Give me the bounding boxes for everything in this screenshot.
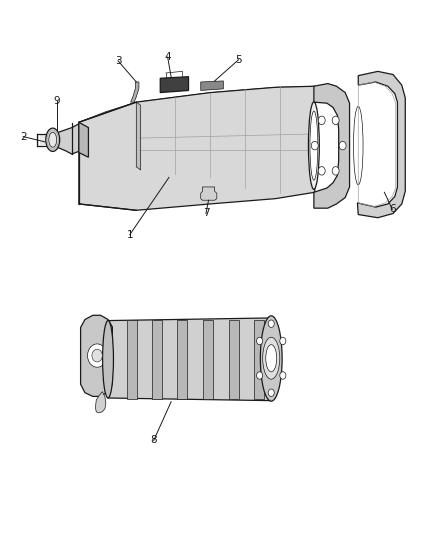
Ellipse shape	[308, 102, 319, 189]
Polygon shape	[314, 84, 350, 208]
Text: 5: 5	[235, 55, 242, 64]
Text: 2: 2	[20, 132, 26, 142]
Polygon shape	[229, 319, 240, 399]
Text: 9: 9	[54, 96, 60, 106]
Polygon shape	[79, 122, 88, 157]
Text: 4: 4	[164, 52, 171, 62]
Circle shape	[318, 116, 325, 125]
Circle shape	[92, 349, 102, 362]
Circle shape	[318, 167, 325, 175]
Circle shape	[311, 141, 318, 150]
Ellipse shape	[49, 132, 57, 147]
Polygon shape	[95, 392, 106, 413]
Circle shape	[268, 320, 274, 327]
Circle shape	[257, 372, 263, 379]
Polygon shape	[203, 319, 213, 399]
Circle shape	[268, 389, 274, 397]
Polygon shape	[53, 123, 80, 154]
Ellipse shape	[260, 316, 282, 401]
Ellipse shape	[353, 107, 363, 185]
Circle shape	[88, 344, 107, 367]
Text: 6: 6	[389, 204, 396, 214]
Polygon shape	[201, 187, 217, 200]
Text: 8: 8	[150, 435, 157, 446]
Ellipse shape	[46, 128, 60, 151]
Polygon shape	[79, 86, 315, 211]
Polygon shape	[131, 82, 139, 102]
Polygon shape	[201, 81, 223, 91]
Circle shape	[280, 337, 286, 345]
Circle shape	[332, 116, 339, 125]
Ellipse shape	[102, 320, 113, 398]
Ellipse shape	[266, 345, 277, 372]
Polygon shape	[81, 316, 113, 397]
Text: 3: 3	[115, 56, 121, 66]
Polygon shape	[254, 319, 264, 399]
Polygon shape	[357, 71, 405, 217]
Circle shape	[339, 141, 346, 150]
Circle shape	[332, 167, 339, 175]
Polygon shape	[79, 86, 315, 127]
Polygon shape	[127, 319, 137, 399]
Polygon shape	[108, 318, 271, 401]
Text: 1: 1	[127, 230, 133, 240]
Polygon shape	[160, 77, 188, 93]
Polygon shape	[177, 319, 187, 399]
Polygon shape	[136, 102, 141, 170]
Circle shape	[280, 372, 286, 379]
Ellipse shape	[310, 111, 318, 180]
Ellipse shape	[263, 337, 280, 379]
Circle shape	[257, 337, 263, 345]
Text: 7: 7	[203, 208, 209, 219]
Polygon shape	[152, 319, 162, 399]
